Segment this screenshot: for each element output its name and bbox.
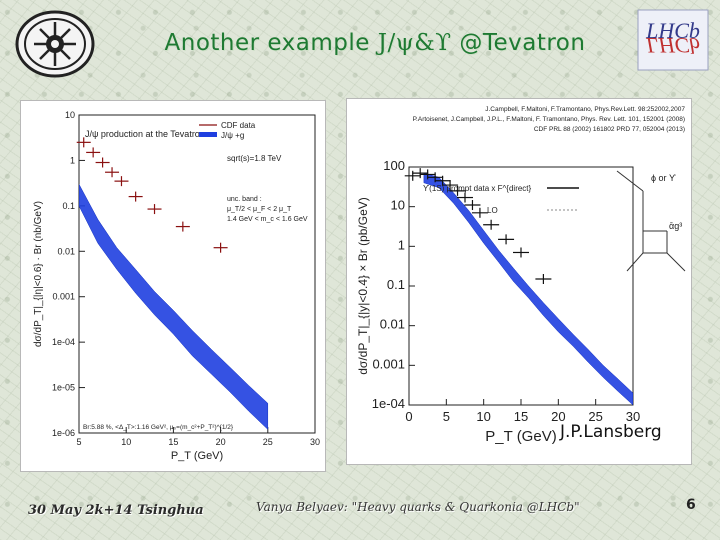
y-tick-label: 1e-04 bbox=[52, 337, 75, 347]
footer-date: 30 May 2k+14 Tsinghua bbox=[28, 503, 204, 518]
diagram-line bbox=[666, 252, 686, 272]
annotation-br: Br:5.88 %, <Δ_T>:1.16 GeV², μ₀=(m_c²+P_T… bbox=[83, 424, 234, 431]
footer-author: Vanya Belyaev: "Heavy quarks & Quarkonia… bbox=[256, 500, 580, 514]
page-title: Another example J/ψ&ϒ @Tevatron bbox=[164, 30, 586, 56]
theory-band bbox=[423, 172, 633, 405]
title-symbols: J/ψ&ϒ bbox=[377, 30, 452, 56]
upsilon-chart: 0 5 10 15 20 25 30 100 10 1 0.1 0.01 0.001 1e-04 P_T (… bbox=[356, 106, 686, 445]
x-axis-label: P_T (GeV) bbox=[171, 450, 223, 462]
x-tick-label: 0 bbox=[405, 409, 412, 424]
jpsi-chart: 5 10 15 20 25 30 10 1 0.1 0.01 0.001 1e-04 1e-05 1e-0… bbox=[33, 110, 320, 462]
feynman-diagram-inset bbox=[616, 170, 686, 272]
y-axis-label: dσ/dP_T|_{|y|<0.4} × Br (pb/GeV) bbox=[356, 197, 370, 375]
lhcb-logo: LHCb LHCb bbox=[637, 9, 709, 71]
y-tick-label: 100 bbox=[383, 158, 405, 173]
x-tick-label: 10 bbox=[121, 437, 131, 447]
legend-mark-band bbox=[199, 132, 217, 137]
reference-line: P.Artoisenet, J.Campbell, J.P.L., F.Malt… bbox=[413, 116, 685, 123]
x-tick-label: 5 bbox=[443, 409, 450, 424]
y-tick-label: 0.01 bbox=[57, 246, 75, 256]
x-tick-label: 15 bbox=[514, 409, 528, 424]
legend-label-data: CDF data bbox=[221, 121, 256, 130]
x-axis-label: P_T (GeV) bbox=[485, 428, 556, 445]
y-tick-label: 10 bbox=[65, 110, 75, 120]
y-tick-label: 1e-04 bbox=[372, 396, 405, 411]
legend-label-lo: LO bbox=[487, 206, 498, 215]
y-tick-label: 10 bbox=[391, 198, 405, 213]
upsilon-chart-panel: 0 5 10 15 20 25 30 100 10 1 0.1 0.01 0.001 1e-04 P_T (… bbox=[346, 98, 692, 465]
inset-label-upsilon: ϕ or ϒ bbox=[651, 173, 676, 183]
x-tick-label: 30 bbox=[626, 409, 640, 424]
y-tick-label: 1e-05 bbox=[52, 383, 75, 393]
y-tick-label: 1 bbox=[70, 155, 75, 165]
legend-label-data: ϒ(1S) prompt data x F^{direct} bbox=[423, 184, 532, 193]
annotation-mass: 1.4 GeV < m_c < 1.6 GeV bbox=[227, 216, 308, 223]
chart-title: J/ψ production at the Tevatron bbox=[85, 129, 205, 139]
y-axis-label: dσ/dP_T|_{|η|<0.6} · Br (nb/GeV) bbox=[33, 201, 44, 347]
x-tick-label: 10 bbox=[476, 409, 490, 424]
y-tick-label: 1e-06 bbox=[52, 428, 75, 438]
y-tick-label: 0.001 bbox=[52, 292, 75, 302]
y-tick-label: 1 bbox=[398, 237, 405, 252]
y-tick-label: 0.01 bbox=[380, 317, 405, 332]
reference-line: J.Campbell, F.Maltoni, F.Tramontano, Phy… bbox=[485, 106, 685, 113]
x-tick-label: 30 bbox=[310, 437, 320, 447]
inset-label-coupling: ᾱg³ bbox=[669, 221, 682, 231]
x-tick-label: 20 bbox=[216, 437, 226, 447]
svg-text:LHCb: LHCb bbox=[645, 33, 700, 58]
x-tick-label: 5 bbox=[76, 437, 81, 447]
diagram-line bbox=[626, 252, 644, 272]
jpsi-chart-panel: 5 10 15 20 25 30 10 1 0.1 0.01 0.001 1e-04 1e-05 1e-0… bbox=[20, 100, 326, 472]
reference-line: CDF PRL 88 (2002) 161802 PRD 77, 052004 … bbox=[534, 126, 685, 133]
y-tick-label: 0.1 bbox=[62, 201, 75, 211]
plot-frame bbox=[78, 114, 316, 434]
diagram-line bbox=[616, 170, 644, 192]
x-tick-label: 15 bbox=[168, 437, 178, 447]
lhcb-logo-text: LHCb bbox=[645, 18, 700, 43]
y-tick-label: 0.001 bbox=[372, 356, 405, 371]
annotation-energy: sqrt(s)=1.8 TeV bbox=[227, 154, 282, 163]
legend-label-band: J/ψ +g bbox=[221, 131, 244, 140]
page-number: 6 bbox=[686, 497, 696, 513]
x-tick-label: 25 bbox=[588, 409, 602, 424]
x-tick-label: 25 bbox=[263, 437, 273, 447]
annotation-scale: μ_T/2 < μ_F < 2 μ_T bbox=[227, 206, 292, 213]
credit-text: J.P.Lansberg bbox=[560, 422, 662, 442]
x-tick-label: 20 bbox=[551, 409, 565, 424]
y-tick-label: 0.1 bbox=[387, 277, 405, 292]
theory-band bbox=[79, 184, 269, 430]
annotation-unc: unc. band : bbox=[227, 196, 262, 203]
institute-logo bbox=[15, 10, 95, 78]
